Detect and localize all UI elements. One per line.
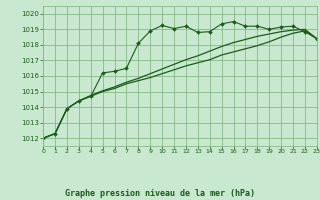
Text: Graphe pression niveau de la mer (hPa): Graphe pression niveau de la mer (hPa) xyxy=(65,189,255,198)
